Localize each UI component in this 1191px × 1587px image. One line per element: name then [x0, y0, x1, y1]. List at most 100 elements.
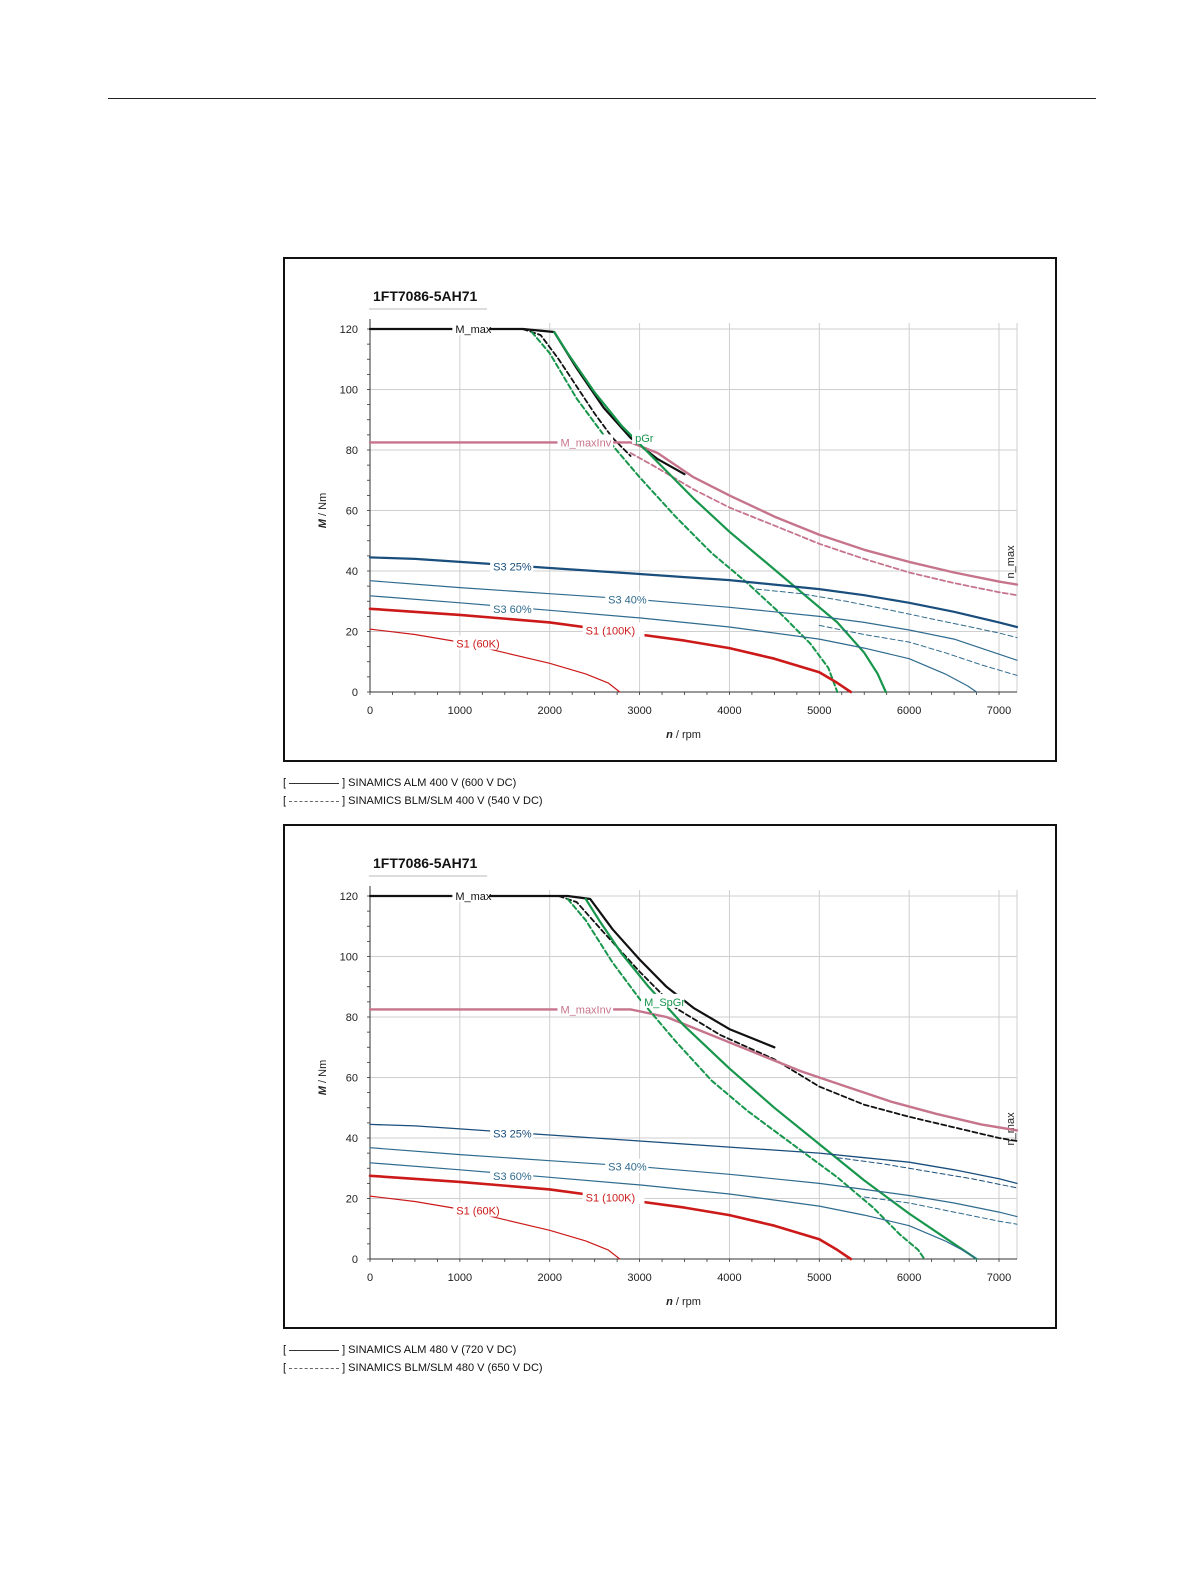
y-tick-label: 120 [340, 891, 358, 903]
series-label-bg [490, 558, 534, 573]
legend-row-dashed: [ ] SINAMICS BLM/SLM 400 V (540 V DC) [283, 792, 543, 810]
legend-text-alm: ] SINAMICS ALM 400 V (600 V DC) [342, 777, 517, 789]
x-tick-label: 7000 [987, 1272, 1011, 1284]
series-label-m-maxinv: M_maxInv [561, 1004, 612, 1016]
dashed-line-sample [289, 1367, 340, 1369]
x-tick-label: 3000 [627, 705, 651, 717]
chart-title: 1FT7086-5AH71 [373, 288, 477, 304]
series-label-bg [557, 1001, 614, 1016]
y-tick-label: 80 [346, 1012, 358, 1024]
legend-bracket: [ [283, 777, 287, 789]
top-rule [108, 98, 1096, 99]
series-line-s1-60k [369, 628, 621, 693]
series-label-s3-25: S3 25% [493, 561, 532, 573]
y-tick-label: 80 [346, 445, 358, 457]
series-label-s3-40: S3 40% [608, 595, 647, 607]
series-label-bg [453, 635, 509, 650]
series-label-bg [452, 888, 490, 902]
series-label-s3-60: S3 60% [493, 1171, 532, 1183]
series-label-m-spgr: M_SpGr [644, 997, 685, 1009]
legend-text-blm-slm: ] SINAMICS BLM/SLM 480 V (650 V DC) [342, 1362, 543, 1374]
legend-bracket: [ [283, 1362, 287, 1374]
series-line-m-maxinv [368, 441, 1019, 586]
series-label-bg [490, 1167, 534, 1182]
x-tick-label: 1000 [448, 1272, 472, 1284]
y-tick-label: 0 [352, 687, 358, 699]
y-tick-label: 100 [340, 952, 358, 964]
x-axis-label: n / rpm [666, 729, 701, 741]
chart-frame-400v: 1FT7086-5AH71 0 1000 2000 3000 4000 5000 6000 70… [283, 257, 1057, 762]
series-line-unlabeled-dashed [836, 1157, 1018, 1189]
series-line-s1-100k [368, 607, 853, 694]
series-line-unlabeled-dashed [530, 331, 839, 693]
y-tick-label: 120 [340, 324, 358, 336]
x-tick-label: 4000 [717, 705, 741, 717]
series-label-bg [453, 1202, 509, 1217]
series-label-bg [557, 434, 614, 449]
series-label-bg [605, 591, 649, 606]
series-line-unlabeled-dashed [755, 588, 1018, 639]
series-label-bg [490, 1125, 534, 1140]
series-line-m-spgr [584, 897, 978, 1261]
solid-line-sample [289, 1349, 340, 1351]
series-line-s3-25 [369, 1123, 1018, 1185]
x-axis-label: n / rpm [666, 1296, 701, 1308]
solid-line-sample [289, 782, 340, 784]
series-label-s3-60: S3 60% [493, 604, 532, 616]
legend-text-alm: ] SINAMICS ALM 480 V (720 V DC) [342, 1344, 517, 1356]
legend-row-dashed: [ ] SINAMICS BLM/SLM 480 V (650 V DC) [283, 1359, 543, 1377]
legend-caption-480v: [ ] SINAMICS ALM 480 V (720 V DC) [ ] SI… [283, 1341, 543, 1377]
x-tick-label: 5000 [807, 1272, 831, 1284]
y-tick-label: 20 [346, 627, 358, 639]
series-label-m-max: M_max [455, 324, 492, 336]
series-label-s1-60k: S1 (60K) [456, 1206, 499, 1218]
series-label-bg [490, 600, 534, 615]
series-line-unlabeled-dashed [629, 452, 1018, 597]
x-tick-label: 4000 [717, 1272, 741, 1284]
legend-row-solid: [ ] SINAMICS ALM 400 V (600 V DC) [283, 774, 543, 792]
series-label-s1-100k: S1 (100K) [586, 626, 636, 638]
series-group [368, 327, 1019, 694]
y-axis-label: M / Nm [317, 493, 329, 528]
series-label-s3-25: S3 25% [493, 1128, 532, 1140]
series-line-s1-100k [368, 1174, 853, 1261]
x-tick-label: 6000 [897, 1272, 921, 1284]
x-tick-label: 2000 [537, 705, 561, 717]
y-tick-label: 0 [352, 1254, 358, 1266]
series-line-unlabeled-dashed [818, 624, 1018, 676]
x-tick-label: 3000 [627, 1272, 651, 1284]
y-tick-label: 60 [346, 1073, 358, 1085]
series-line-s3-40 [369, 580, 1018, 661]
chart-frame-480v: 1FT7086-5AH71 0 1000 2000 3000 4000 5000 6000 70… [283, 824, 1057, 1329]
series-label-m-max: M_max [455, 891, 492, 903]
x-tick-label: 0 [367, 1272, 373, 1284]
y-tick-label: 100 [340, 385, 358, 397]
series-line-m-spgr [553, 330, 887, 694]
x-tick-label: 1000 [448, 705, 472, 717]
series-line-m-maxinv [368, 1008, 1019, 1132]
chart-title: 1FT7086-5AH71 [373, 855, 477, 871]
series-label-s3-40: S3 40% [608, 1162, 647, 1174]
legend-text-blm-slm: ] SINAMICS BLM/SLM 400 V (540 V DC) [342, 795, 543, 807]
x-tick-label: 6000 [897, 705, 921, 717]
y-tick-label: 60 [346, 506, 358, 518]
series-line-s1-60k [369, 1195, 621, 1260]
legend-bracket: [ [283, 1344, 287, 1356]
series-label-bg [582, 622, 645, 637]
series-label-bg [605, 1158, 649, 1173]
series-label-m-maxinv: M_maxInv [561, 437, 612, 449]
series-label-pgr: pGr [635, 433, 654, 445]
legend-bracket: [ [283, 795, 287, 807]
legend-caption-400v: [ ] SINAMICS ALM 400 V (600 V DC) [ ] SI… [283, 774, 543, 810]
y-tick-label: 20 [346, 1194, 358, 1206]
series-label-bg [632, 429, 657, 444]
series-line-m-max [368, 894, 776, 1049]
series-line-m-max [368, 327, 686, 476]
series-line-s3-40 [369, 1147, 1018, 1218]
series-line-s3-25 [368, 556, 1019, 629]
y-tick-label: 40 [346, 566, 358, 578]
legend-row-solid: [ ] SINAMICS ALM 480 V (720 V DC) [283, 1341, 543, 1359]
series-label-bg [641, 993, 685, 1008]
